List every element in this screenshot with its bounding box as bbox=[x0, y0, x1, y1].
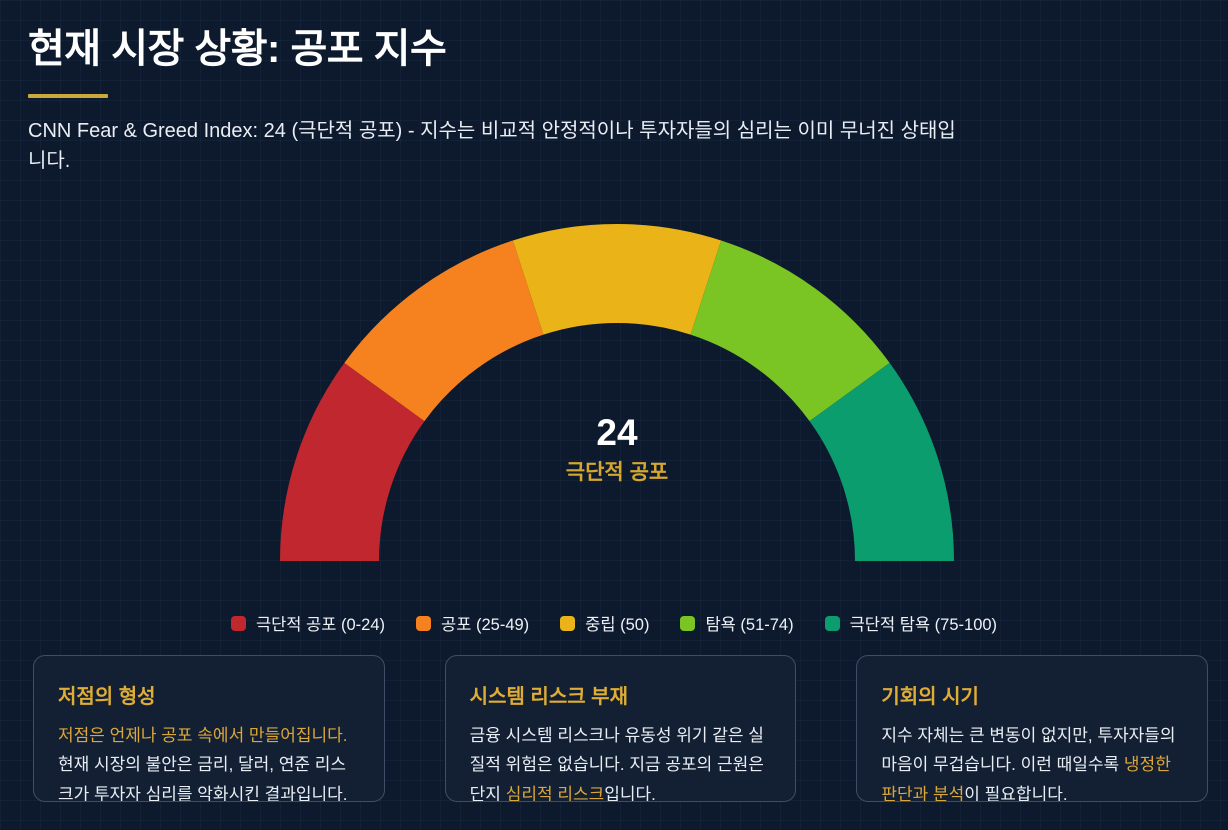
card-text: 이 필요합니다. bbox=[964, 784, 1068, 802]
legend-item: 중립 (50) bbox=[560, 611, 649, 635]
legend-swatch-icon bbox=[416, 615, 432, 631]
card-text: 현재 시장의 불안은 금리, 달러, 연준 리스크가 투자자 심리를 악화시킨 … bbox=[58, 755, 348, 802]
legend-swatch-icon bbox=[680, 615, 696, 631]
legend-swatch-icon bbox=[824, 615, 840, 631]
gauge-segment bbox=[344, 240, 544, 422]
gauge-segment bbox=[690, 240, 890, 422]
gauge-legend: 극단적 공포 (0-24) 공포 (25-49) 중립 (50) 탐욕 (51-74)… bbox=[0, 611, 1228, 635]
legend-label: 극단적 탐욕 (75-100) bbox=[849, 616, 998, 634]
gauge-segment bbox=[809, 362, 954, 561]
title-underline bbox=[28, 94, 108, 98]
legend-label: 공포 (25-49) bbox=[441, 616, 530, 634]
legend-swatch-icon bbox=[230, 615, 246, 631]
card-text: 입니다. bbox=[604, 784, 656, 802]
page-title: 현재 시장 상황: 공포 지수 bbox=[28, 27, 447, 71]
legend-item: 공포 (25-49) bbox=[416, 611, 529, 635]
gauge-segment bbox=[280, 362, 425, 561]
card-text-highlight: 냉정한 판단과 분석 bbox=[881, 755, 1171, 802]
card-body: 지수 자체는 큰 변동이 없지만, 투자자들의 마음이 무겁습니다. 이런 때일… bbox=[881, 721, 1183, 802]
fear-greed-gauge: 24 극단적 공포 bbox=[279, 222, 955, 563]
card-title: 기회의 시기 bbox=[881, 686, 979, 708]
card-text: 금융 시스템 리스크나 유동성 위기 같은 실질적 위험은 없습니다. 지금 공… bbox=[469, 726, 764, 802]
legend-label: 중립 (50) bbox=[585, 616, 650, 634]
gauge-value: 24 bbox=[596, 412, 638, 453]
legend-item: 극단적 공포 (0-24) bbox=[230, 611, 386, 635]
card-body: 저점은 언제나 공포 속에서 만들어집니다. 현재 시장의 불안은 금리, 달러… bbox=[58, 721, 360, 802]
subtitle: CNN Fear & Greed Index: 24 (극단적 공포) - 지수… bbox=[28, 120, 956, 173]
card-text-highlight: 심리적 리스크 bbox=[505, 784, 605, 802]
gauge-arc bbox=[280, 223, 954, 561]
card-title: 저점의 형성 bbox=[58, 686, 156, 708]
legend-item: 탐욕 (51-74) bbox=[680, 611, 794, 635]
legend-item: 극단적 탐욕 (75-100) bbox=[824, 611, 998, 635]
card-text-highlight: 저점은 언제나 공포 속에서 만들어집니다. bbox=[58, 726, 348, 745]
gauge-value-label: 극단적 공포 bbox=[565, 461, 669, 484]
card-body: 금융 시스템 리스크나 유동성 위기 같은 실질적 위험은 없습니다. 지금 공… bbox=[469, 721, 772, 802]
gauge-segment bbox=[512, 223, 722, 335]
card-title: 시스템 리스크 부재 bbox=[469, 686, 628, 708]
legend-swatch-icon bbox=[560, 615, 576, 631]
header: 현재 시장 상황: 공포 지수 CNN Fear & Greed Index: … bbox=[28, 16, 1200, 177]
legend-label: 탐욕 (51-74) bbox=[705, 616, 794, 634]
card-text: 지수 자체는 큰 변동이 없지만, 투자자들의 마음이 무겁습니다. 이런 때일… bbox=[881, 726, 1176, 775]
legend-label: 극단적 공포 (0-24) bbox=[255, 616, 386, 634]
